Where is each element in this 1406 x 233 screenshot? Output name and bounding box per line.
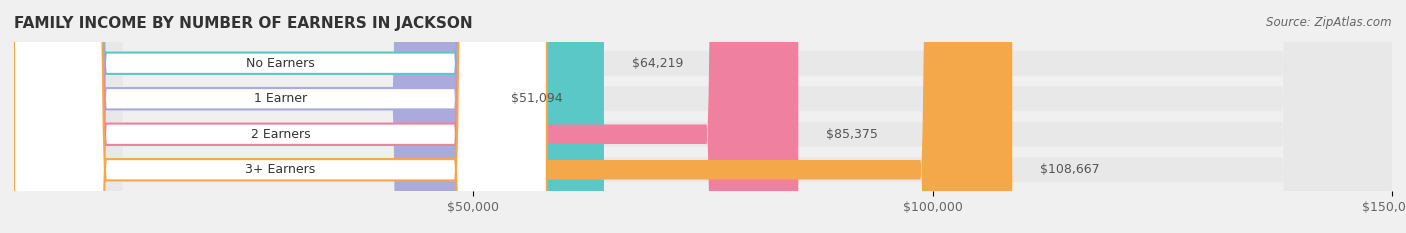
Text: No Earners: No Earners — [246, 57, 315, 70]
Text: $51,094: $51,094 — [510, 92, 562, 105]
FancyBboxPatch shape — [14, 0, 605, 233]
FancyBboxPatch shape — [14, 0, 547, 233]
FancyBboxPatch shape — [14, 0, 547, 233]
FancyBboxPatch shape — [14, 0, 1392, 233]
Text: $64,219: $64,219 — [631, 57, 683, 70]
FancyBboxPatch shape — [14, 0, 1392, 233]
FancyBboxPatch shape — [14, 0, 1392, 233]
Text: Source: ZipAtlas.com: Source: ZipAtlas.com — [1267, 16, 1392, 29]
FancyBboxPatch shape — [14, 0, 799, 233]
FancyBboxPatch shape — [14, 0, 1392, 233]
Text: $108,667: $108,667 — [1040, 163, 1099, 176]
Text: FAMILY INCOME BY NUMBER OF EARNERS IN JACKSON: FAMILY INCOME BY NUMBER OF EARNERS IN JA… — [14, 16, 472, 31]
FancyBboxPatch shape — [14, 0, 484, 233]
Text: 2 Earners: 2 Earners — [250, 128, 311, 141]
FancyBboxPatch shape — [14, 0, 547, 233]
FancyBboxPatch shape — [14, 0, 1012, 233]
FancyBboxPatch shape — [14, 0, 547, 233]
Text: 1 Earner: 1 Earner — [254, 92, 307, 105]
Text: $85,375: $85,375 — [825, 128, 877, 141]
Text: 3+ Earners: 3+ Earners — [245, 163, 315, 176]
